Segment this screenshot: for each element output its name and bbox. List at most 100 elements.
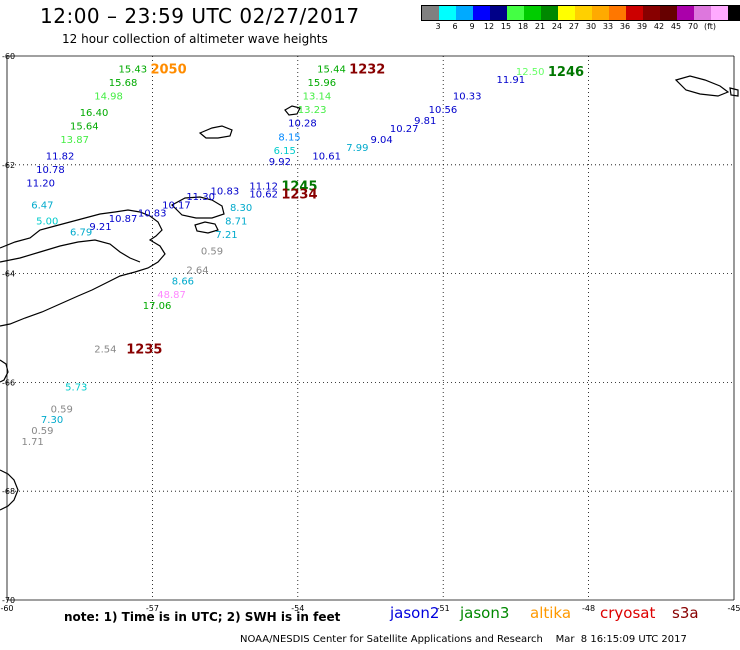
wave-height-value: 6.79: [70, 228, 92, 239]
scale-swatch: [626, 6, 643, 20]
scale-swatch: [422, 6, 439, 20]
wave-height-value: 11.12: [249, 181, 278, 192]
wave-height-value: 8.30: [230, 203, 252, 214]
scale-label: 27: [568, 22, 580, 31]
scale-label: 24: [551, 22, 563, 31]
scale-label: 36: [619, 22, 631, 31]
wave-height-value: 10.61: [312, 151, 341, 162]
scale-swatch: [439, 6, 456, 20]
satellite-jason2: jason2: [390, 604, 440, 622]
peninsula-inner-coast: [0, 239, 141, 263]
scale-swatch: [541, 6, 558, 20]
satellite-jason3: jason3: [460, 604, 510, 622]
wave-height-value: 0.59: [201, 247, 223, 258]
pass-time-label: 1246: [548, 65, 584, 80]
scale-label: 42: [653, 22, 665, 31]
south-orkney-east: [729, 87, 739, 97]
wave-height-value: 15.44: [317, 64, 346, 75]
longitude-label: -54: [291, 604, 304, 613]
wave-height-value: 5.00: [36, 217, 58, 228]
chart-title: 12:00 – 23:59 UTC 02/27/2017: [40, 4, 360, 28]
scale-label: 21: [534, 22, 546, 31]
wave-height-value: 8.15: [278, 132, 300, 143]
scale-swatch: [575, 6, 592, 20]
wave-height-value: 15.96: [307, 78, 336, 89]
wave-height-value: 9.04: [371, 135, 393, 146]
wave-height-value: 10.27: [390, 124, 419, 135]
scale-swatch: [524, 6, 541, 20]
scale-label: 45: [670, 22, 682, 31]
scale-label: 9: [469, 22, 475, 31]
wave-height-value: 16.40: [80, 108, 109, 119]
latitude-label: -66: [2, 378, 15, 387]
scale-label: (ft): [703, 22, 717, 31]
scale-label: 39: [636, 22, 648, 31]
satellite-cryosat: cryosat: [600, 604, 656, 622]
satellite-s3a: s3a: [672, 604, 699, 622]
wave-height-value: 48.87: [157, 290, 186, 301]
wave-height-value: 13.23: [298, 105, 327, 116]
scale-swatch: [558, 6, 575, 20]
latitude-label: -68: [2, 487, 15, 496]
alexander-island: [0, 359, 9, 383]
wave-height-value: 0.59: [31, 426, 53, 437]
wave-height-value: 10.83: [211, 187, 240, 198]
wave-height-value: 10.56: [429, 105, 458, 116]
wave-height-value: 10.33: [453, 92, 482, 103]
wave-height-value: 10.28: [288, 119, 317, 130]
wave-height-value: 14.98: [94, 92, 123, 103]
scale-swatch: [490, 6, 507, 20]
coastlines: [0, 75, 739, 511]
wave-height-value: 10.17: [162, 200, 191, 211]
wave-height-value: 7.21: [215, 230, 237, 241]
scale-swatch: [677, 6, 694, 20]
longitude-label: -57: [146, 604, 159, 613]
scale-label: 12: [483, 22, 495, 31]
wave-height-value: 9.81: [414, 116, 436, 127]
wave-height-value: 11.82: [46, 151, 75, 162]
wave-height-value: 10.78: [36, 165, 65, 176]
wave-height-value: 2.64: [186, 266, 208, 277]
scale-label: 15: [500, 22, 512, 31]
pass-time-label: 1232: [349, 62, 385, 77]
longitude-label: -60: [0, 604, 13, 613]
wave-height-value: 11.20: [26, 179, 55, 190]
wave-height-value: 6.47: [31, 200, 53, 211]
pass-time-label: 2050: [150, 62, 186, 77]
pass-time-label: 1234: [281, 187, 317, 202]
scale-label: 18: [517, 22, 529, 31]
wave-height-value: 12.50: [516, 67, 545, 78]
scale-swatch: [592, 6, 609, 20]
wave-height-value: 2.54: [94, 344, 116, 355]
wave-height-value: 15.64: [70, 121, 99, 132]
wave-height-color-scale: [421, 5, 740, 21]
scale-label: 3: [435, 22, 441, 31]
wave-height-value: 7.30: [41, 415, 63, 426]
wave-height-value: 5.73: [65, 383, 87, 394]
wave-height-value: 11.91: [497, 75, 526, 86]
wave-height-value: 15.68: [109, 78, 138, 89]
latitude-label: -70: [2, 596, 15, 605]
wave-height-value: 1.71: [22, 437, 44, 448]
scale-swatch: [473, 6, 490, 20]
coats-land-coast: [0, 469, 19, 511]
scale-swatch: [456, 6, 473, 20]
wave-height-value: 6.15: [274, 146, 296, 157]
wave-height-value: 10.87: [109, 214, 138, 225]
chart-subtitle: 12 hour collection of altimeter wave hei…: [62, 32, 328, 46]
latitude-label: -64: [2, 270, 15, 279]
scale-label: 33: [602, 22, 614, 31]
wave-height-value: 17.06: [143, 301, 172, 312]
wave-height-value: 13.87: [60, 135, 89, 146]
lat-lon-grid: -60-62-64-66-68-70-60 -57 -54 -51 -48 -45: [0, 52, 740, 613]
wave-height-value: 15.43: [118, 64, 147, 75]
king-george-island: [198, 125, 233, 139]
footer-note: note: 1) Time is in UTC; 2) SWH is in fe…: [64, 610, 341, 624]
wave-height-value: 10.62: [249, 189, 278, 200]
joinville-island: [171, 196, 225, 219]
wave-height-value: 11.30: [186, 192, 215, 203]
wave-height-value: 8.66: [172, 276, 194, 287]
longitude-label: -48: [582, 604, 595, 613]
south-orkney-islands: [674, 75, 730, 97]
